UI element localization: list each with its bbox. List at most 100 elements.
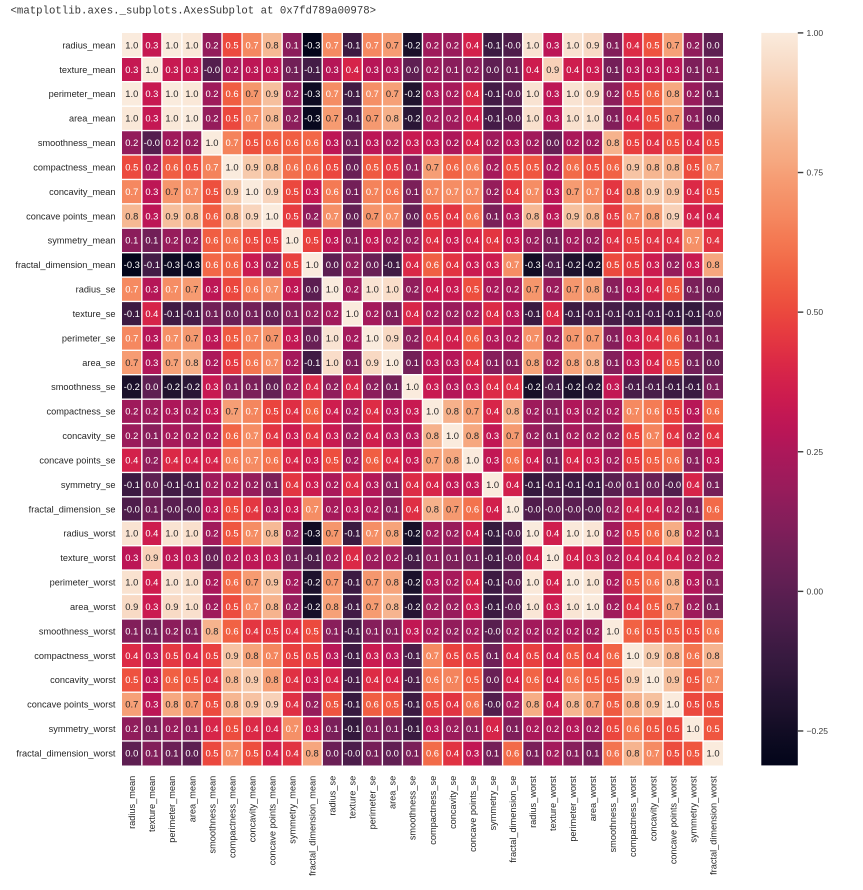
svg-text:0.2: 0.2 [687, 430, 700, 441]
svg-text:0.4: 0.4 [687, 210, 700, 221]
svg-text:1.0: 1.0 [125, 39, 138, 50]
svg-text:1.0: 1.0 [566, 577, 579, 588]
svg-text:0.8: 0.8 [266, 528, 279, 539]
svg-text:0.9: 0.9 [666, 674, 679, 685]
svg-text:fractal_dimension_worst: fractal_dimension_worst [16, 748, 116, 758]
svg-text:0.3: 0.3 [326, 235, 339, 246]
svg-text:0.3: 0.3 [426, 137, 439, 148]
svg-text:0.4: 0.4 [306, 430, 319, 441]
svg-text:0.1: 0.1 [486, 650, 499, 661]
svg-text:0.4: 0.4 [666, 235, 679, 246]
svg-text:1.0: 1.0 [205, 137, 218, 148]
svg-text:0.7: 0.7 [687, 235, 700, 246]
svg-text:0.1: 0.1 [286, 39, 299, 50]
svg-text:0.5: 0.5 [326, 699, 339, 710]
svg-text:1.0: 1.0 [185, 601, 198, 612]
svg-text:0.5: 0.5 [386, 699, 399, 710]
svg-text:0.3: 0.3 [446, 235, 459, 246]
svg-text:0.2: 0.2 [145, 454, 158, 465]
svg-text:0.7: 0.7 [426, 161, 439, 172]
svg-text:0.3: 0.3 [707, 454, 720, 465]
svg-text:0.7: 0.7 [586, 332, 599, 343]
svg-text:compactness_worst: compactness_worst [628, 775, 638, 857]
svg-text:symmetry_worst: symmetry_worst [49, 724, 116, 734]
svg-text:concave points_se: concave points_se [39, 455, 115, 465]
svg-text:-0.1: -0.1 [645, 308, 661, 319]
svg-text:0.0: 0.0 [486, 674, 499, 685]
svg-text:-0.1: -0.1 [525, 308, 541, 319]
svg-text:area_se: area_se [82, 358, 115, 368]
svg-text:-0.2: -0.2 [565, 259, 581, 270]
svg-text:0.4: 0.4 [546, 308, 559, 319]
svg-text:0.3: 0.3 [506, 210, 519, 221]
svg-text:0.6: 0.6 [506, 454, 519, 465]
svg-text:0.3: 0.3 [306, 186, 319, 197]
svg-text:0.4: 0.4 [346, 479, 359, 490]
svg-text:0.4: 0.4 [426, 479, 439, 490]
svg-text:0.8: 0.8 [386, 113, 399, 124]
svg-text:0.5: 0.5 [646, 723, 659, 734]
svg-text:0.4: 0.4 [446, 210, 459, 221]
svg-text:0.3: 0.3 [366, 479, 379, 490]
svg-text:0.7: 0.7 [266, 357, 279, 368]
svg-text:0.4: 0.4 [366, 674, 379, 685]
svg-text:1.0: 1.0 [266, 210, 279, 221]
svg-text:-0.2: -0.2 [404, 577, 420, 588]
svg-text:0.2: 0.2 [606, 406, 619, 417]
svg-text:0.5: 0.5 [226, 601, 239, 612]
svg-text:0.3: 0.3 [466, 479, 479, 490]
svg-text:0.5: 0.5 [226, 723, 239, 734]
svg-text:-0.1: -0.1 [485, 552, 501, 563]
svg-text:0.2: 0.2 [306, 308, 319, 319]
svg-text:0.5: 0.5 [326, 454, 339, 465]
svg-text:0.4: 0.4 [326, 674, 339, 685]
svg-text:0.1: 0.1 [406, 357, 419, 368]
svg-text:0.8: 0.8 [205, 625, 218, 636]
svg-text:-0.1: -0.1 [304, 552, 320, 563]
svg-text:0.7: 0.7 [366, 186, 379, 197]
svg-text:-0.0: -0.0 [164, 503, 180, 514]
svg-text:0.2: 0.2 [386, 235, 399, 246]
svg-text:0.3: 0.3 [687, 406, 700, 417]
svg-text:0.7: 0.7 [266, 284, 279, 295]
svg-text:0.8: 0.8 [666, 650, 679, 661]
svg-text:1.0: 1.0 [326, 332, 339, 343]
svg-text:0.6: 0.6 [306, 161, 319, 172]
svg-text:0.7: 0.7 [306, 503, 319, 514]
svg-text:0.0: 0.0 [185, 747, 198, 758]
svg-text:1.0: 1.0 [346, 308, 359, 319]
svg-text:radius_worst: radius_worst [63, 529, 116, 539]
svg-text:0.4: 0.4 [286, 747, 299, 758]
svg-text:0.6: 0.6 [426, 674, 439, 685]
svg-text:0.4: 0.4 [185, 650, 198, 661]
svg-text:-0.1: -0.1 [304, 64, 320, 75]
svg-text:-0.1: -0.1 [585, 479, 601, 490]
svg-text:0.4: 0.4 [286, 406, 299, 417]
svg-text:0.8: 0.8 [266, 39, 279, 50]
svg-text:1.0: 1.0 [626, 650, 639, 661]
svg-text:0.3: 0.3 [346, 503, 359, 514]
svg-text:0.2: 0.2 [666, 259, 679, 270]
svg-text:0.6: 0.6 [446, 161, 459, 172]
svg-text:-0.1: -0.1 [344, 625, 360, 636]
svg-text:0.6: 0.6 [326, 186, 339, 197]
svg-text:0.8: 0.8 [646, 210, 659, 221]
svg-text:0.5: 0.5 [646, 39, 659, 50]
svg-text:0.4: 0.4 [566, 552, 579, 563]
svg-text:1.0: 1.0 [707, 747, 720, 758]
svg-text:-0.1: -0.1 [485, 39, 501, 50]
svg-text:0.1: 0.1 [606, 332, 619, 343]
svg-text:0.4: 0.4 [386, 674, 399, 685]
svg-text:0.3: 0.3 [546, 39, 559, 50]
svg-text:-0.1: -0.1 [625, 308, 641, 319]
svg-text:-0.1: -0.1 [184, 308, 200, 319]
svg-text:-0.1: -0.1 [404, 723, 420, 734]
svg-text:0.3: 0.3 [286, 332, 299, 343]
svg-text:-0.0: -0.0 [505, 39, 521, 50]
svg-text:0.2: 0.2 [606, 552, 619, 563]
svg-text:0.6: 0.6 [606, 747, 619, 758]
svg-text:0.2: 0.2 [486, 186, 499, 197]
svg-text:1.0: 1.0 [526, 577, 539, 588]
svg-text:0.2: 0.2 [125, 406, 138, 417]
svg-text:0.5: 0.5 [266, 625, 279, 636]
